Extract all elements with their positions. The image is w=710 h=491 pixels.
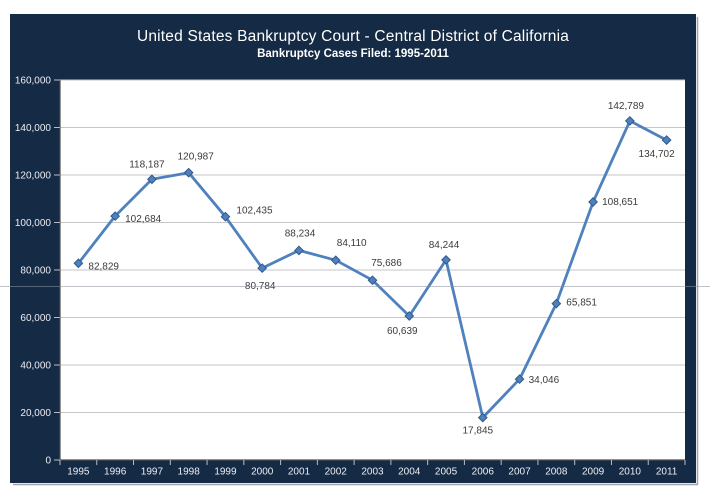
data-point-2008 [551, 298, 562, 309]
tick-labels-layer: 0 20,000 40,000 60,000 80,000 100,000 120,000 1… [15, 76, 678, 478]
y-tick-label-140000: 140,000 [15, 123, 52, 134]
x-tick-label-1995: 1995 [67, 467, 90, 478]
x-tick-label-1999: 1999 [214, 467, 237, 478]
x-tick-label-2011: 2011 [656, 467, 678, 478]
data-point-2010 [624, 115, 635, 126]
y-tick-label-0: 0 [45, 456, 51, 467]
x-tick-label-2003: 2003 [361, 467, 384, 478]
data-label-2009: 108,651 [602, 197, 639, 208]
chart-title: United States Bankruptcy Court - Central… [137, 28, 569, 45]
data-point-2005 [441, 255, 451, 265]
data-label-2008: 65,851 [566, 298, 597, 309]
data-point-1999 [220, 211, 231, 222]
data-point-2002 [330, 255, 341, 266]
data-point-2003 [367, 275, 378, 286]
y-tick-label-120000: 120,000 [15, 171, 52, 182]
data-point-1996 [110, 211, 121, 222]
series-layer [73, 115, 672, 423]
data-label-1998: 120,987 [178, 152, 215, 163]
chart-subtitle: Bankruptcy Cases Filed: 1995-2011 [257, 48, 449, 60]
data-point-2009 [588, 197, 598, 207]
data-label-2002: 84,110 [337, 238, 367, 249]
x-tick-label-2008: 2008 [545, 467, 568, 478]
data-point-1997 [147, 174, 157, 185]
x-tick-label-2010: 2010 [619, 467, 642, 478]
data-label-2003: 75,686 [371, 258, 402, 269]
data-label-1999: 102,435 [236, 206, 273, 217]
x-tick-label-1997: 1997 [141, 467, 164, 478]
x-tick-label-2007: 2007 [508, 467, 531, 478]
x-tick-label-2001: 2001 [288, 467, 311, 478]
data-point-2007 [514, 374, 525, 385]
x-tick-label-2002: 2002 [325, 467, 348, 478]
data-point-2001 [294, 245, 304, 256]
data-point-2000 [257, 263, 268, 274]
x-tick-label-2000: 2000 [251, 467, 274, 478]
data-label-1997: 118,187 [129, 159, 165, 170]
y-tick-label-60000: 60,000 [20, 313, 51, 324]
data-point-1998 [183, 167, 194, 178]
x-tick-label-1998: 1998 [178, 467, 201, 478]
x-tick-label-2004: 2004 [398, 467, 421, 478]
data-point-2011 [661, 135, 672, 145]
data-label-2001: 88,234 [285, 228, 316, 239]
y-tick-label-160000: 160,000 [15, 76, 52, 87]
data-point-1995 [73, 258, 84, 269]
data-label-1996: 102,684 [125, 214, 162, 225]
data-point-2004 [404, 311, 415, 321]
y-tick-label-20000: 20,000 [20, 408, 51, 419]
data-label-2007: 34,046 [529, 375, 560, 386]
data-label-2005: 84,244 [429, 240, 460, 251]
gridlines-layer [60, 79, 685, 413]
x-tick-label-2006: 2006 [472, 467, 495, 478]
x-tick-label-1996: 1996 [104, 467, 127, 478]
data-label-2011: 134,702 [639, 149, 676, 160]
x-tick-label-2009: 2009 [582, 467, 605, 478]
y-tick-label-40000: 40,000 [20, 361, 51, 372]
y-tick-label-80000: 80,000 [20, 266, 51, 277]
ticks-layer [54, 79, 686, 465]
data-point-2006 [477, 412, 488, 423]
data-label-1995: 82,829 [88, 261, 119, 272]
x-tick-label-2005: 2005 [435, 467, 458, 478]
data-label-2004: 60,639 [387, 326, 418, 337]
data-label-2010: 142,789 [608, 101, 645, 112]
data-label-2006: 17,845 [463, 426, 494, 437]
y-tick-label-100000: 100,000 [15, 218, 52, 229]
